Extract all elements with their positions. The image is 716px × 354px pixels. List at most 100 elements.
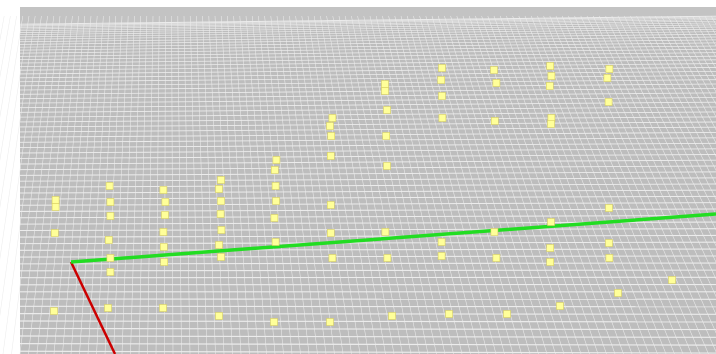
grid-line bbox=[270, 15, 310, 354]
grid-line bbox=[36, 15, 73, 354]
point-marker bbox=[271, 182, 280, 190]
grid-line bbox=[549, 15, 692, 354]
grid-line bbox=[19, 335, 716, 338]
point-marker bbox=[605, 65, 614, 73]
grid-line bbox=[19, 195, 716, 200]
grid-line bbox=[19, 87, 716, 95]
point-marker bbox=[383, 254, 392, 262]
point-marker bbox=[438, 64, 446, 72]
point-marker bbox=[490, 66, 498, 74]
grid-line bbox=[518, 15, 650, 354]
point-marker bbox=[492, 254, 501, 262]
grid-line bbox=[654, 15, 716, 131]
point-cloud bbox=[50, 62, 676, 326]
y-axis-red-line bbox=[69, 261, 117, 354]
grid-line bbox=[0, 15, 30, 209]
grid-line bbox=[138, 15, 148, 354]
grid-line bbox=[245, 15, 276, 354]
grid-line bbox=[555, 15, 701, 354]
grid-line bbox=[592, 15, 716, 280]
grid-line bbox=[19, 320, 716, 323]
point-marker bbox=[161, 198, 170, 206]
grid-line bbox=[251, 15, 284, 354]
grid-line bbox=[19, 343, 716, 346]
grid-line bbox=[276, 15, 318, 354]
point-marker bbox=[490, 117, 499, 125]
grid-line bbox=[568, 15, 716, 353]
grid-line bbox=[0, 15, 36, 260]
grid-line bbox=[19, 154, 716, 159]
grid-line bbox=[208, 15, 225, 354]
grid-line bbox=[19, 111, 716, 118]
grid-line bbox=[0, 15, 42, 317]
grid-line bbox=[19, 33, 716, 43]
grid-line bbox=[121, 15, 135, 354]
point-marker bbox=[159, 228, 168, 236]
point-marker bbox=[490, 228, 499, 236]
point-marker bbox=[546, 244, 555, 252]
point-marker bbox=[217, 197, 225, 205]
grid-line bbox=[19, 202, 716, 206]
grid-line bbox=[499, 15, 624, 354]
grid-line bbox=[19, 67, 716, 75]
point-marker bbox=[51, 203, 60, 211]
grid-line bbox=[369, 15, 446, 354]
point-marker bbox=[50, 229, 59, 237]
x-axis-green-line bbox=[70, 212, 716, 264]
grid-line bbox=[53, 15, 86, 354]
grid-line bbox=[196, 15, 208, 354]
grid-line bbox=[19, 189, 716, 194]
point-marker bbox=[547, 120, 555, 128]
grid-line bbox=[19, 24, 716, 33]
grid-line bbox=[19, 269, 716, 272]
grid-line bbox=[468, 15, 582, 354]
grid-line bbox=[19, 177, 716, 182]
point-marker bbox=[605, 239, 613, 247]
grid-line bbox=[19, 19, 716, 28]
grid-line bbox=[413, 15, 505, 354]
grid-line bbox=[19, 142, 716, 149]
point-marker bbox=[437, 76, 446, 84]
grid-line bbox=[183, 15, 191, 354]
point-marker bbox=[546, 258, 555, 266]
point-marker bbox=[105, 182, 114, 190]
grid-line bbox=[617, 15, 716, 215]
point-marker bbox=[217, 226, 226, 234]
point-marker bbox=[271, 238, 280, 246]
grid-line bbox=[19, 132, 716, 138]
point-marker bbox=[383, 162, 391, 170]
grid-line bbox=[375, 15, 454, 354]
point-marker bbox=[556, 302, 564, 310]
point-marker bbox=[106, 254, 115, 262]
point-marker bbox=[326, 201, 335, 209]
grid-line bbox=[326, 15, 386, 354]
point-marker bbox=[381, 87, 389, 95]
grid-line bbox=[363, 15, 437, 354]
grid-line bbox=[19, 126, 716, 133]
point-marker bbox=[605, 204, 613, 212]
grid-line bbox=[19, 92, 716, 100]
point-marker bbox=[437, 252, 446, 260]
point-marker bbox=[614, 289, 622, 297]
grid-plane bbox=[20, 16, 716, 354]
grid-line bbox=[462, 15, 573, 354]
point-marker bbox=[216, 210, 225, 218]
grid-line bbox=[320, 15, 378, 354]
point-marker bbox=[217, 253, 225, 261]
grid-line bbox=[19, 313, 716, 315]
grid-line bbox=[512, 15, 641, 354]
grid-line bbox=[177, 15, 182, 354]
grid-line bbox=[630, 15, 716, 186]
point-marker bbox=[438, 114, 447, 122]
grid-line bbox=[171, 15, 174, 354]
grid-line bbox=[19, 26, 716, 35]
grid-line bbox=[113, 15, 129, 354]
grid-line bbox=[19, 55, 716, 64]
point-marker bbox=[545, 82, 554, 90]
grid-line bbox=[537, 15, 675, 354]
grid-line bbox=[394, 15, 480, 354]
grid-line bbox=[382, 15, 463, 354]
grid-line bbox=[19, 137, 716, 143]
